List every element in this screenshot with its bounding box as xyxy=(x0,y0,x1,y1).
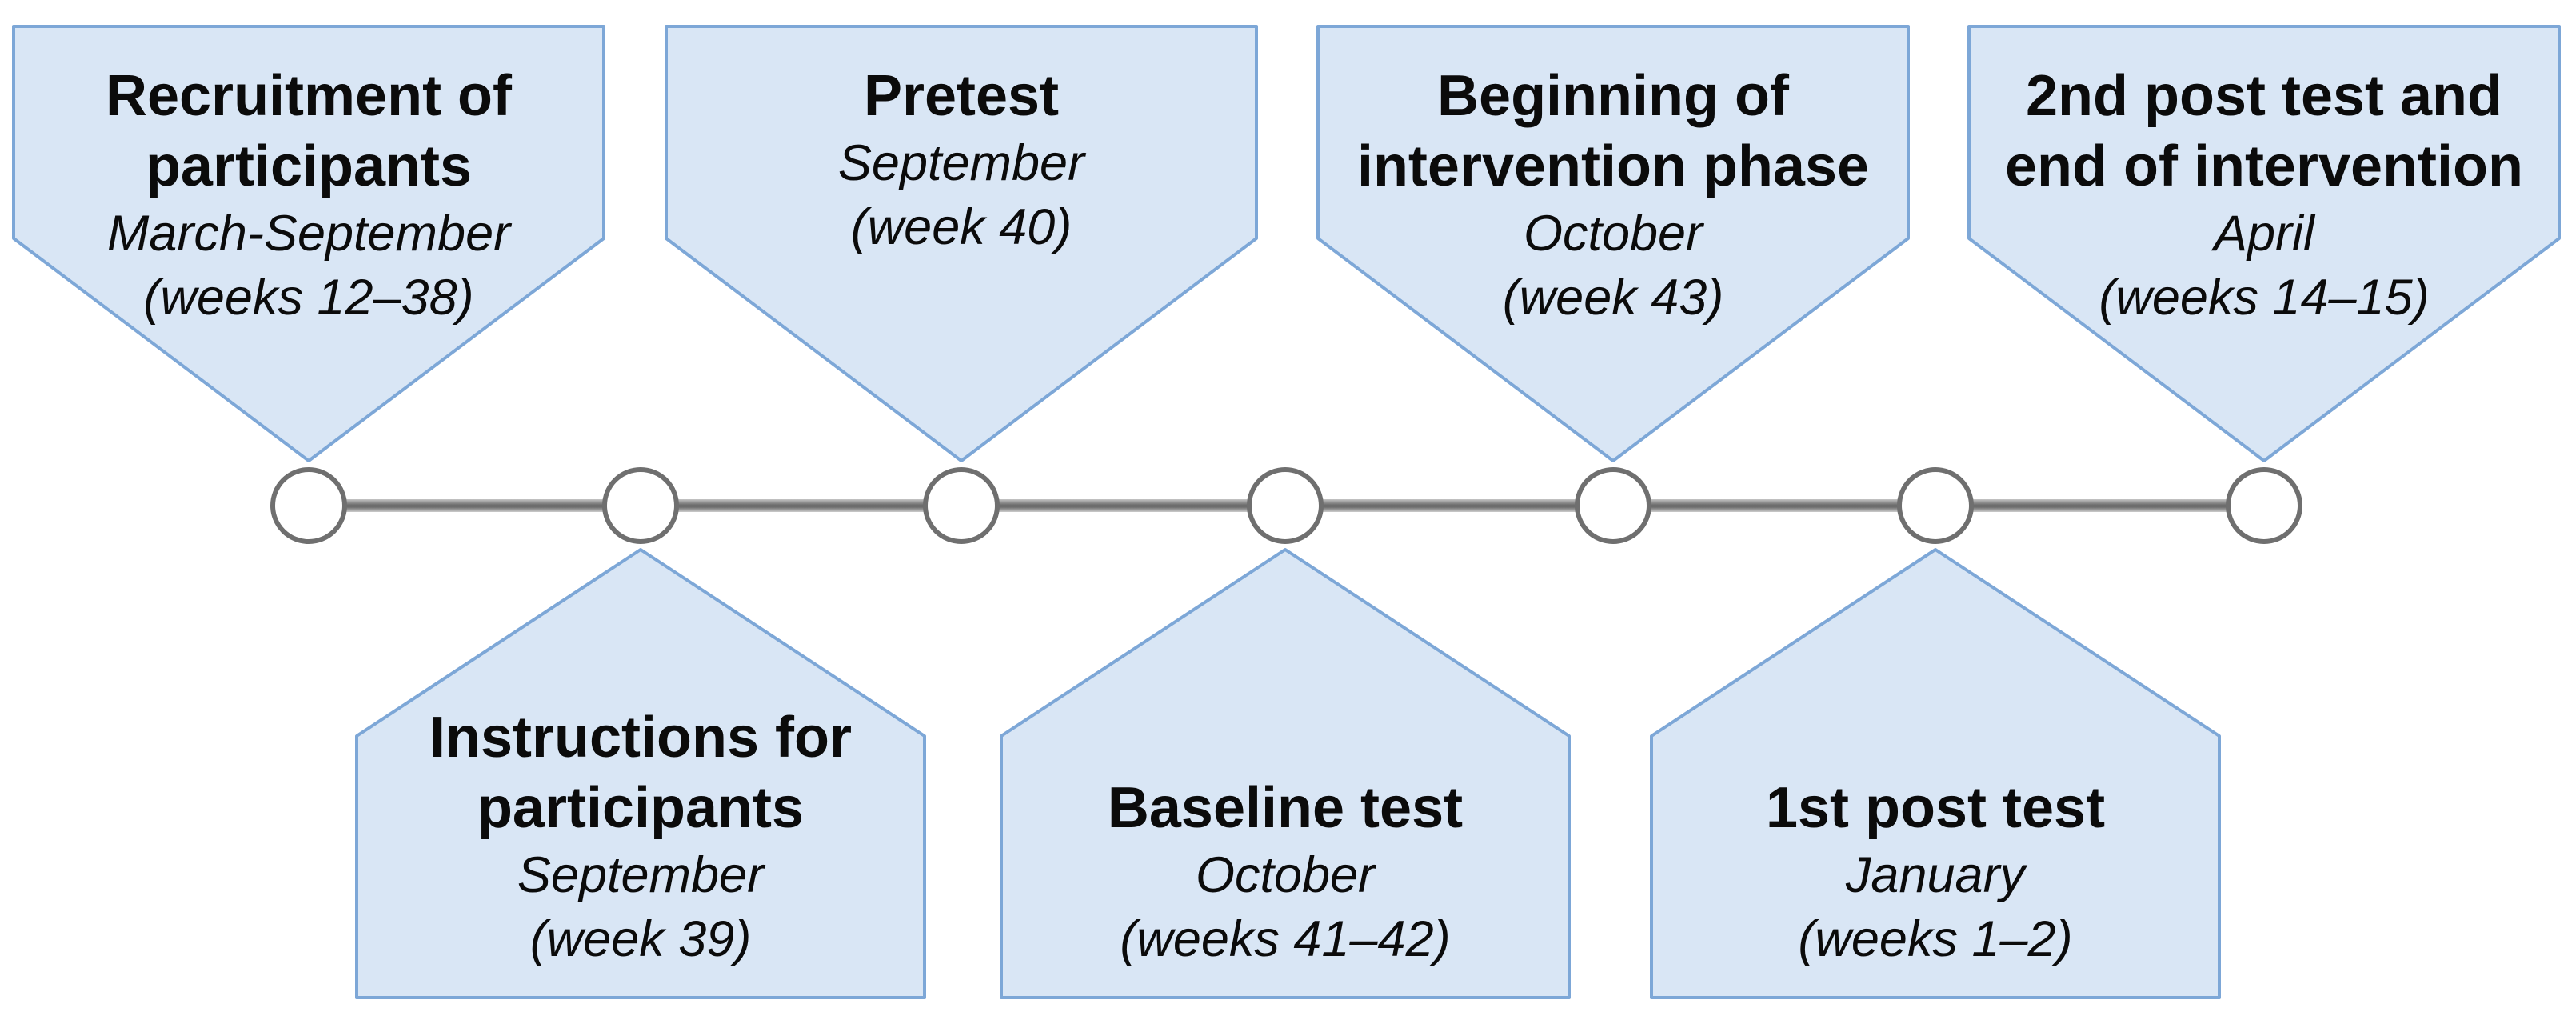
event-callout-intervention-start: Beginning of intervention phase October (we… xyxy=(1316,24,1911,463)
event-title: Recruitment of xyxy=(105,64,513,128)
event-weeks: (weeks 1–2) xyxy=(1798,911,2073,967)
event-weeks: (week 39) xyxy=(529,911,752,967)
timeline-node-1 xyxy=(270,467,347,544)
event-month: January xyxy=(1845,847,2026,903)
event-title: Beginning of xyxy=(1437,64,1789,128)
event-weeks: (week 43) xyxy=(1502,270,1724,326)
event-title: Instructions for xyxy=(429,706,852,770)
timeline-node-7 xyxy=(2226,467,2302,544)
event-title: intervention phase xyxy=(1356,134,1870,198)
event-month: April xyxy=(2213,206,2315,262)
event-weeks: (weeks 12–38) xyxy=(143,270,474,326)
pentagon-down-shape xyxy=(12,25,605,462)
event-title: participants xyxy=(145,134,473,198)
event-callout-baseline-test: Baseline test October (weeks 41–42) xyxy=(999,547,1572,1000)
event-title: Pretest xyxy=(863,64,1060,128)
pentagon-down-shape xyxy=(665,25,1258,462)
event-callout-second-post-test: 2nd post test and end of intervention Apri… xyxy=(1967,24,2562,463)
event-text-first-post-test: 1st post test January (weeks 1–2) xyxy=(1649,547,2222,1000)
event-text-intervention-start: Beginning of intervention phase October (we… xyxy=(1316,24,1911,463)
pentagon-down-shape xyxy=(1967,25,2561,462)
timeline-node-5 xyxy=(1575,467,1651,544)
event-text-second-post-test: 2nd post test and end of intervention Apri… xyxy=(1967,24,2562,463)
event-text-baseline-test: Baseline test October (weeks 41–42) xyxy=(999,547,1572,1000)
event-callout-pretest: Pretest September (week 40) xyxy=(664,24,1259,463)
event-weeks: (week 40) xyxy=(850,199,1072,255)
event-month: September xyxy=(517,847,765,903)
timeline-node-4 xyxy=(1247,467,1324,544)
pentagon-up-shape xyxy=(1650,548,2221,999)
event-month: October xyxy=(1195,847,1376,903)
event-title: 1st post test xyxy=(1765,776,2106,840)
pentagon-down-shape xyxy=(1316,25,1910,462)
event-title: participants xyxy=(477,776,805,840)
timeline-node-2 xyxy=(602,467,679,544)
event-month: October xyxy=(1523,206,1703,262)
event-text-recruitment: Recruitment of participants March-Septembe… xyxy=(11,24,606,463)
timeline-node-3 xyxy=(923,467,1000,544)
event-month: September xyxy=(837,135,1085,191)
event-text-instructions: Instructions for participants September (we… xyxy=(354,547,927,1000)
pentagon-up-shape xyxy=(355,548,926,999)
event-title: end of intervention xyxy=(2005,134,2523,198)
event-title: Baseline test xyxy=(1107,776,1464,840)
timeline-node-6 xyxy=(1897,467,1974,544)
event-callout-instructions: Instructions for participants September (we… xyxy=(354,547,927,1000)
event-month: March-September xyxy=(106,206,511,262)
event-callout-recruitment: Recruitment of participants March-Septembe… xyxy=(11,24,606,463)
event-weeks: (weeks 14–15) xyxy=(2099,270,2430,326)
event-callout-first-post-test: 1st post test January (weeks 1–2) xyxy=(1649,547,2222,1000)
event-weeks: (weeks 41–42) xyxy=(1120,911,1451,967)
pentagon-up-shape xyxy=(1000,548,1571,999)
event-text-pretest: Pretest September (week 40) xyxy=(664,24,1259,463)
event-title: 2nd post test and xyxy=(2025,64,2503,128)
